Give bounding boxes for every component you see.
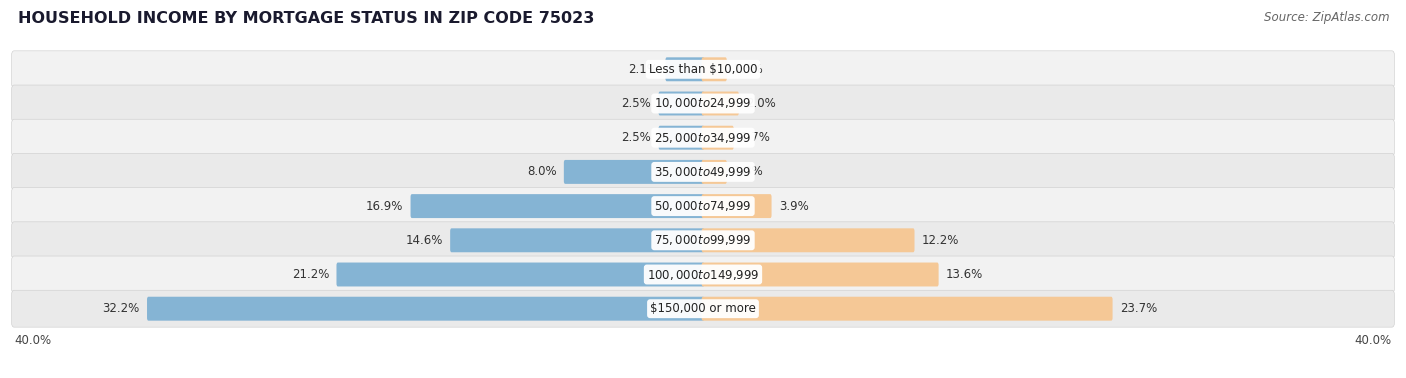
Text: 21.2%: 21.2%	[292, 268, 329, 281]
FancyBboxPatch shape	[11, 290, 1395, 327]
Text: 8.0%: 8.0%	[527, 166, 557, 178]
Text: 40.0%: 40.0%	[14, 335, 51, 347]
Text: 16.9%: 16.9%	[366, 200, 404, 212]
Text: 3.9%: 3.9%	[779, 200, 808, 212]
Text: 1.3%: 1.3%	[734, 63, 763, 76]
FancyBboxPatch shape	[148, 297, 704, 321]
FancyBboxPatch shape	[564, 160, 704, 184]
Text: 2.1%: 2.1%	[628, 63, 658, 76]
Text: Less than $10,000: Less than $10,000	[648, 63, 758, 76]
FancyBboxPatch shape	[11, 187, 1395, 225]
FancyBboxPatch shape	[11, 153, 1395, 191]
Text: $25,000 to $34,999: $25,000 to $34,999	[654, 131, 752, 145]
Text: $35,000 to $49,999: $35,000 to $49,999	[654, 165, 752, 179]
FancyBboxPatch shape	[702, 160, 727, 184]
Text: $50,000 to $74,999: $50,000 to $74,999	[654, 199, 752, 213]
FancyBboxPatch shape	[11, 51, 1395, 88]
Text: 2.5%: 2.5%	[621, 131, 651, 144]
Text: 23.7%: 23.7%	[1119, 302, 1157, 315]
FancyBboxPatch shape	[11, 85, 1395, 122]
FancyBboxPatch shape	[702, 228, 914, 252]
Text: 2.5%: 2.5%	[621, 97, 651, 110]
FancyBboxPatch shape	[11, 256, 1395, 293]
FancyBboxPatch shape	[450, 228, 704, 252]
Text: $10,000 to $24,999: $10,000 to $24,999	[654, 96, 752, 110]
Text: 14.6%: 14.6%	[405, 234, 443, 247]
Text: 2.0%: 2.0%	[747, 97, 776, 110]
Text: Source: ZipAtlas.com: Source: ZipAtlas.com	[1264, 11, 1389, 24]
FancyBboxPatch shape	[665, 57, 704, 81]
FancyBboxPatch shape	[702, 91, 738, 115]
FancyBboxPatch shape	[658, 91, 704, 115]
FancyBboxPatch shape	[336, 263, 704, 287]
FancyBboxPatch shape	[11, 222, 1395, 259]
FancyBboxPatch shape	[702, 57, 727, 81]
Text: 1.3%: 1.3%	[734, 166, 763, 178]
FancyBboxPatch shape	[702, 297, 1112, 321]
FancyBboxPatch shape	[702, 126, 734, 150]
Text: 40.0%: 40.0%	[1355, 335, 1392, 347]
FancyBboxPatch shape	[702, 194, 772, 218]
Text: $150,000 or more: $150,000 or more	[650, 302, 756, 315]
Text: 1.7%: 1.7%	[741, 131, 770, 144]
FancyBboxPatch shape	[411, 194, 704, 218]
FancyBboxPatch shape	[658, 126, 704, 150]
Text: 12.2%: 12.2%	[922, 234, 959, 247]
FancyBboxPatch shape	[702, 263, 939, 287]
Text: 32.2%: 32.2%	[103, 302, 139, 315]
Text: 13.6%: 13.6%	[946, 268, 983, 281]
Text: $100,000 to $149,999: $100,000 to $149,999	[647, 268, 759, 282]
Text: HOUSEHOLD INCOME BY MORTGAGE STATUS IN ZIP CODE 75023: HOUSEHOLD INCOME BY MORTGAGE STATUS IN Z…	[18, 11, 595, 26]
FancyBboxPatch shape	[11, 119, 1395, 156]
Text: $75,000 to $99,999: $75,000 to $99,999	[654, 233, 752, 247]
